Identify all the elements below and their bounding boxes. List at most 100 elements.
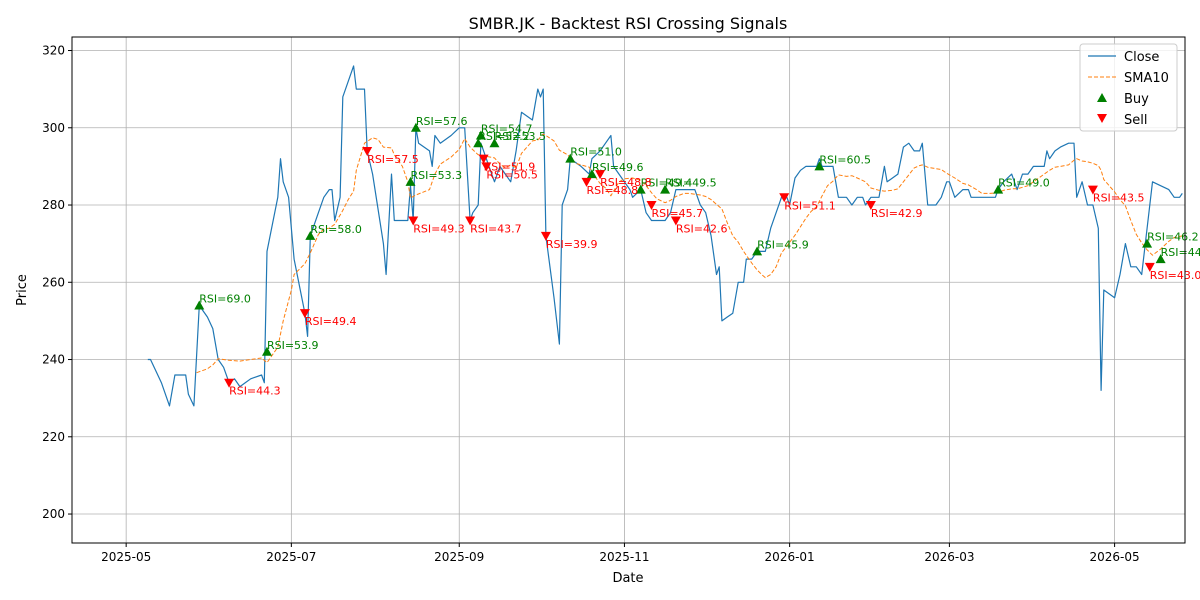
buy-marker [1155, 254, 1166, 264]
buy-rsi-label: RSI=49.0 [998, 177, 1050, 190]
sell-marker [779, 193, 790, 203]
legend-sma10-label: SMA10 [1124, 71, 1169, 86]
y-tick-label: 220 [42, 430, 65, 444]
sell-marker [540, 231, 551, 241]
sell-marker [481, 162, 492, 172]
buy-rsi-label: RSI=49.5 [665, 177, 717, 190]
y-tick-label: 280 [42, 198, 65, 212]
sell-marker [1087, 185, 1098, 195]
legend: Close SMA10 Buy Sell [1079, 43, 1178, 132]
sell-rsi-label: RSI=48.8 [587, 184, 639, 197]
sell-marker [224, 378, 235, 388]
legend-buy-marker-icon [1097, 93, 1107, 102]
series-layer [147, 65, 1183, 407]
sell-rsi-label: RSI=49.3 [413, 222, 465, 235]
x-tick-label: 2025-09 [434, 550, 484, 564]
sell-marker [299, 309, 310, 319]
sell-rsi-label: RSI=44.3 [229, 385, 281, 398]
buy-rsi-label: RSI=69.0 [199, 292, 251, 305]
sell-rsi-label: RSI=42.9 [871, 207, 923, 220]
buy-rsi-label: RSI=49.6 [592, 161, 644, 174]
sell-rsi-label: RSI=50.5 [486, 168, 538, 181]
buy-rsi-label: RSI=53.3 [411, 169, 463, 182]
sell-marker [408, 216, 419, 226]
buy-marker [489, 138, 500, 148]
buy-marker [305, 230, 316, 240]
sell-marker [646, 201, 657, 211]
buy-rsi-label: RSI=54.7 [481, 122, 533, 135]
sell-marker [362, 146, 373, 156]
buy-rsi-label: RSI=49.4 [641, 177, 693, 190]
buy-rsi-label: RSI=45.9 [757, 238, 809, 251]
sell-rsi-label: RSI=45.7 [652, 207, 704, 220]
x-tick-label: 2025-11 [599, 550, 649, 564]
buy-rsi-label: RSI=46.2 [1147, 231, 1199, 244]
sell-rsi-label: RSI=43.5 [1093, 192, 1145, 205]
legend-sell-label: Sell [1124, 113, 1147, 128]
legend-close-label: Close [1124, 50, 1159, 65]
buy-marker [993, 184, 1004, 194]
sell-marker [581, 177, 592, 187]
sell-rsi-label: RSI=51.9 [484, 161, 536, 174]
buy-marker [194, 300, 205, 310]
x-tick-label: 2025-07 [266, 550, 316, 564]
sell-rsi-label: RSI=39.9 [546, 238, 598, 251]
legend-sell-marker-icon [1097, 114, 1107, 123]
sell-rsi-label: RSI=42.6 [676, 222, 728, 235]
x-axis-label: Date [612, 571, 643, 586]
sell-rsi-label: RSI=51.1 [784, 199, 836, 212]
y-tick-label: 200 [42, 507, 65, 521]
x-tick-label: 2026-03 [924, 550, 974, 564]
sell-rsi-label: RSI=43.0 [1150, 269, 1200, 282]
buy-marker [565, 153, 576, 163]
sell-rsi-label: RSI=48.8 [600, 176, 652, 189]
buy-rsi-label: RSI=58.0 [310, 223, 362, 236]
buy-marker [1142, 238, 1153, 248]
sma10-line [196, 133, 1183, 374]
sell-rsi-label: RSI=49.4 [305, 315, 357, 328]
buy-marker [635, 184, 646, 194]
chart-title: SMBR.JK - Backtest RSI Crossing Signals [469, 14, 788, 33]
buy-marker [752, 246, 763, 256]
x-tick-label: 2025-05 [101, 550, 151, 564]
legend-box [1079, 43, 1178, 132]
signals-layer: RSI=69.0 RSI=53.9 RSI=58.0 RSI=53.3 RSI=57.6… [194, 115, 1200, 398]
y-axis-ticks: 200 220 240 260 280 300 320 [42, 44, 72, 521]
y-tick-label: 320 [42, 44, 65, 58]
sell-marker [478, 154, 489, 164]
buy-marker [814, 161, 825, 171]
x-tick-label: 2026-01 [765, 550, 815, 564]
y-tick-label: 260 [42, 275, 65, 289]
buy-rsi-label: RSI=44.8 [1161, 246, 1200, 259]
sell-marker [595, 170, 606, 180]
legend-buy-label: Buy [1124, 92, 1149, 107]
y-tick-label: 300 [42, 121, 65, 135]
buy-rsi-label: RSI=52.2 [478, 130, 530, 143]
y-tick-label: 240 [42, 353, 65, 367]
buy-rsi-label: RSI=53.5 [494, 130, 546, 143]
sell-marker [670, 216, 681, 226]
sell-rsi-label: RSI=43.7 [470, 222, 522, 235]
buy-marker [261, 346, 272, 356]
grid-lines [72, 37, 1185, 543]
buy-rsi-label: RSI=53.9 [267, 339, 319, 352]
sell-marker [1144, 262, 1155, 272]
buy-rsi-label: RSI=60.5 [819, 153, 871, 166]
sell-marker [865, 201, 876, 211]
close-price-line [147, 65, 1183, 407]
x-axis-ticks: 2025-05 2025-07 2025-09 2025-11 2026-01 2026-… [101, 543, 1140, 564]
x-tick-label: 2026-05 [1090, 550, 1140, 564]
buy-rsi-label: RSI=51.0 [570, 146, 622, 159]
sell-marker [465, 216, 476, 226]
y-axis-label: Price [15, 274, 30, 306]
buy-rsi-label: RSI=57.6 [416, 115, 468, 128]
buy-marker [475, 130, 486, 140]
plot-frame [71, 36, 1186, 544]
buy-marker [405, 176, 416, 186]
sell-rsi-label: RSI=57.5 [367, 153, 419, 166]
buy-marker [473, 138, 484, 148]
buy-marker [586, 169, 597, 179]
buy-marker [660, 184, 671, 194]
